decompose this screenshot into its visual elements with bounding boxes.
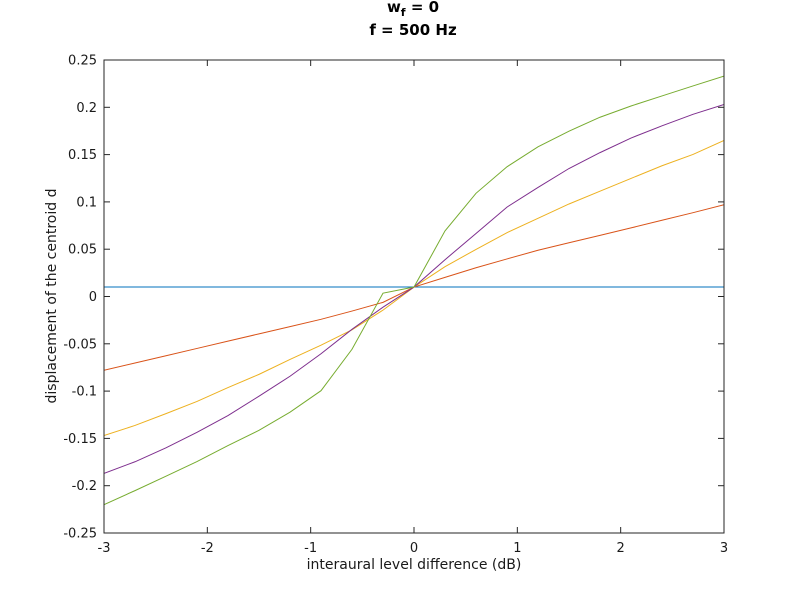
y-axis-label: displacement of the centroid d <box>44 189 60 404</box>
title-w: w <box>387 0 401 16</box>
title-subscript-f: f <box>401 6 406 19</box>
x-tick-label-1: -3 <box>98 541 111 556</box>
title-equals-zero: = 0 <box>406 0 439 16</box>
x-tick-label-2: -2 <box>201 541 214 556</box>
title-line-2: f = 500 Hz <box>369 21 457 39</box>
x-tick-label-4: 0 <box>410 541 418 556</box>
x-tick-label-5: 1 <box>513 541 521 556</box>
y-tick-label-2: -0.2 <box>72 479 97 494</box>
series-line-5 <box>104 75 724 506</box>
ticks-layer <box>103 59 725 534</box>
x-tick-label-7: 3 <box>720 541 728 556</box>
y-tick-labels: -0.25 -0.2 -0.15 -0.1 -0.05 0 0.05 0.1 0.15 0.2 0.… <box>63 54 97 542</box>
series-line-3 <box>104 139 724 437</box>
y-tick-label-5: -0.05 <box>63 337 97 352</box>
y-tick-label-7: 0.05 <box>68 243 97 258</box>
series-layer <box>104 75 724 506</box>
x-axis-label: interaural level difference (dB) <box>307 557 522 573</box>
y-tick-label-9: 0.15 <box>68 148 97 163</box>
y-tick-label-1: -0.25 <box>63 527 97 542</box>
series-line-4 <box>104 103 724 474</box>
y-tick-label-4: -0.1 <box>72 385 97 400</box>
title-line-1: wf = 0 <box>387 0 439 19</box>
x-tick-label-3: -1 <box>304 541 317 556</box>
x-tick-label-6: 2 <box>617 541 625 556</box>
x-tick-labels: -3 -2 -1 0 1 2 3 <box>98 541 729 556</box>
y-tick-label-10: 0.2 <box>76 101 97 116</box>
y-tick-label-11: 0.25 <box>68 54 97 69</box>
chart-title: wf = 0 f = 500 Hz <box>369 0 457 39</box>
y-tick-label-8: 0.1 <box>76 195 97 210</box>
y-tick-label-3: -0.15 <box>63 432 97 447</box>
y-tick-label-6: 0 <box>89 290 97 305</box>
